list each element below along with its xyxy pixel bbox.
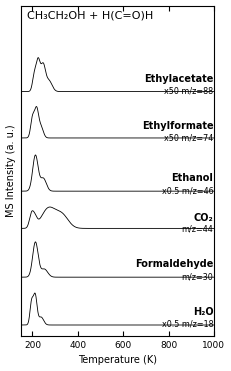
Text: m/z=30: m/z=30 [182, 272, 213, 281]
Text: H₂O: H₂O [193, 307, 213, 317]
Text: x50 m/z=88: x50 m/z=88 [164, 87, 213, 96]
Text: Ethylacetate: Ethylacetate [144, 74, 213, 84]
X-axis label: Temperature (K): Temperature (K) [78, 355, 157, 365]
Text: CH₃CH₂OH + H(C=O)H: CH₃CH₂OH + H(C=O)H [27, 10, 153, 20]
Text: x0.5 m/z=18: x0.5 m/z=18 [162, 320, 213, 329]
Text: Ethylformate: Ethylformate [142, 121, 213, 131]
Text: Formaldehyde: Formaldehyde [135, 259, 213, 269]
Text: CO₂: CO₂ [194, 213, 213, 223]
Y-axis label: MS Intensity (a. u.): MS Intensity (a. u.) [6, 125, 15, 217]
Text: x50 m/z=74: x50 m/z=74 [164, 133, 213, 142]
Text: Ethanol: Ethanol [172, 173, 213, 183]
Text: m/z=44: m/z=44 [182, 225, 213, 234]
Text: x0.5 m/z=46: x0.5 m/z=46 [162, 186, 213, 195]
